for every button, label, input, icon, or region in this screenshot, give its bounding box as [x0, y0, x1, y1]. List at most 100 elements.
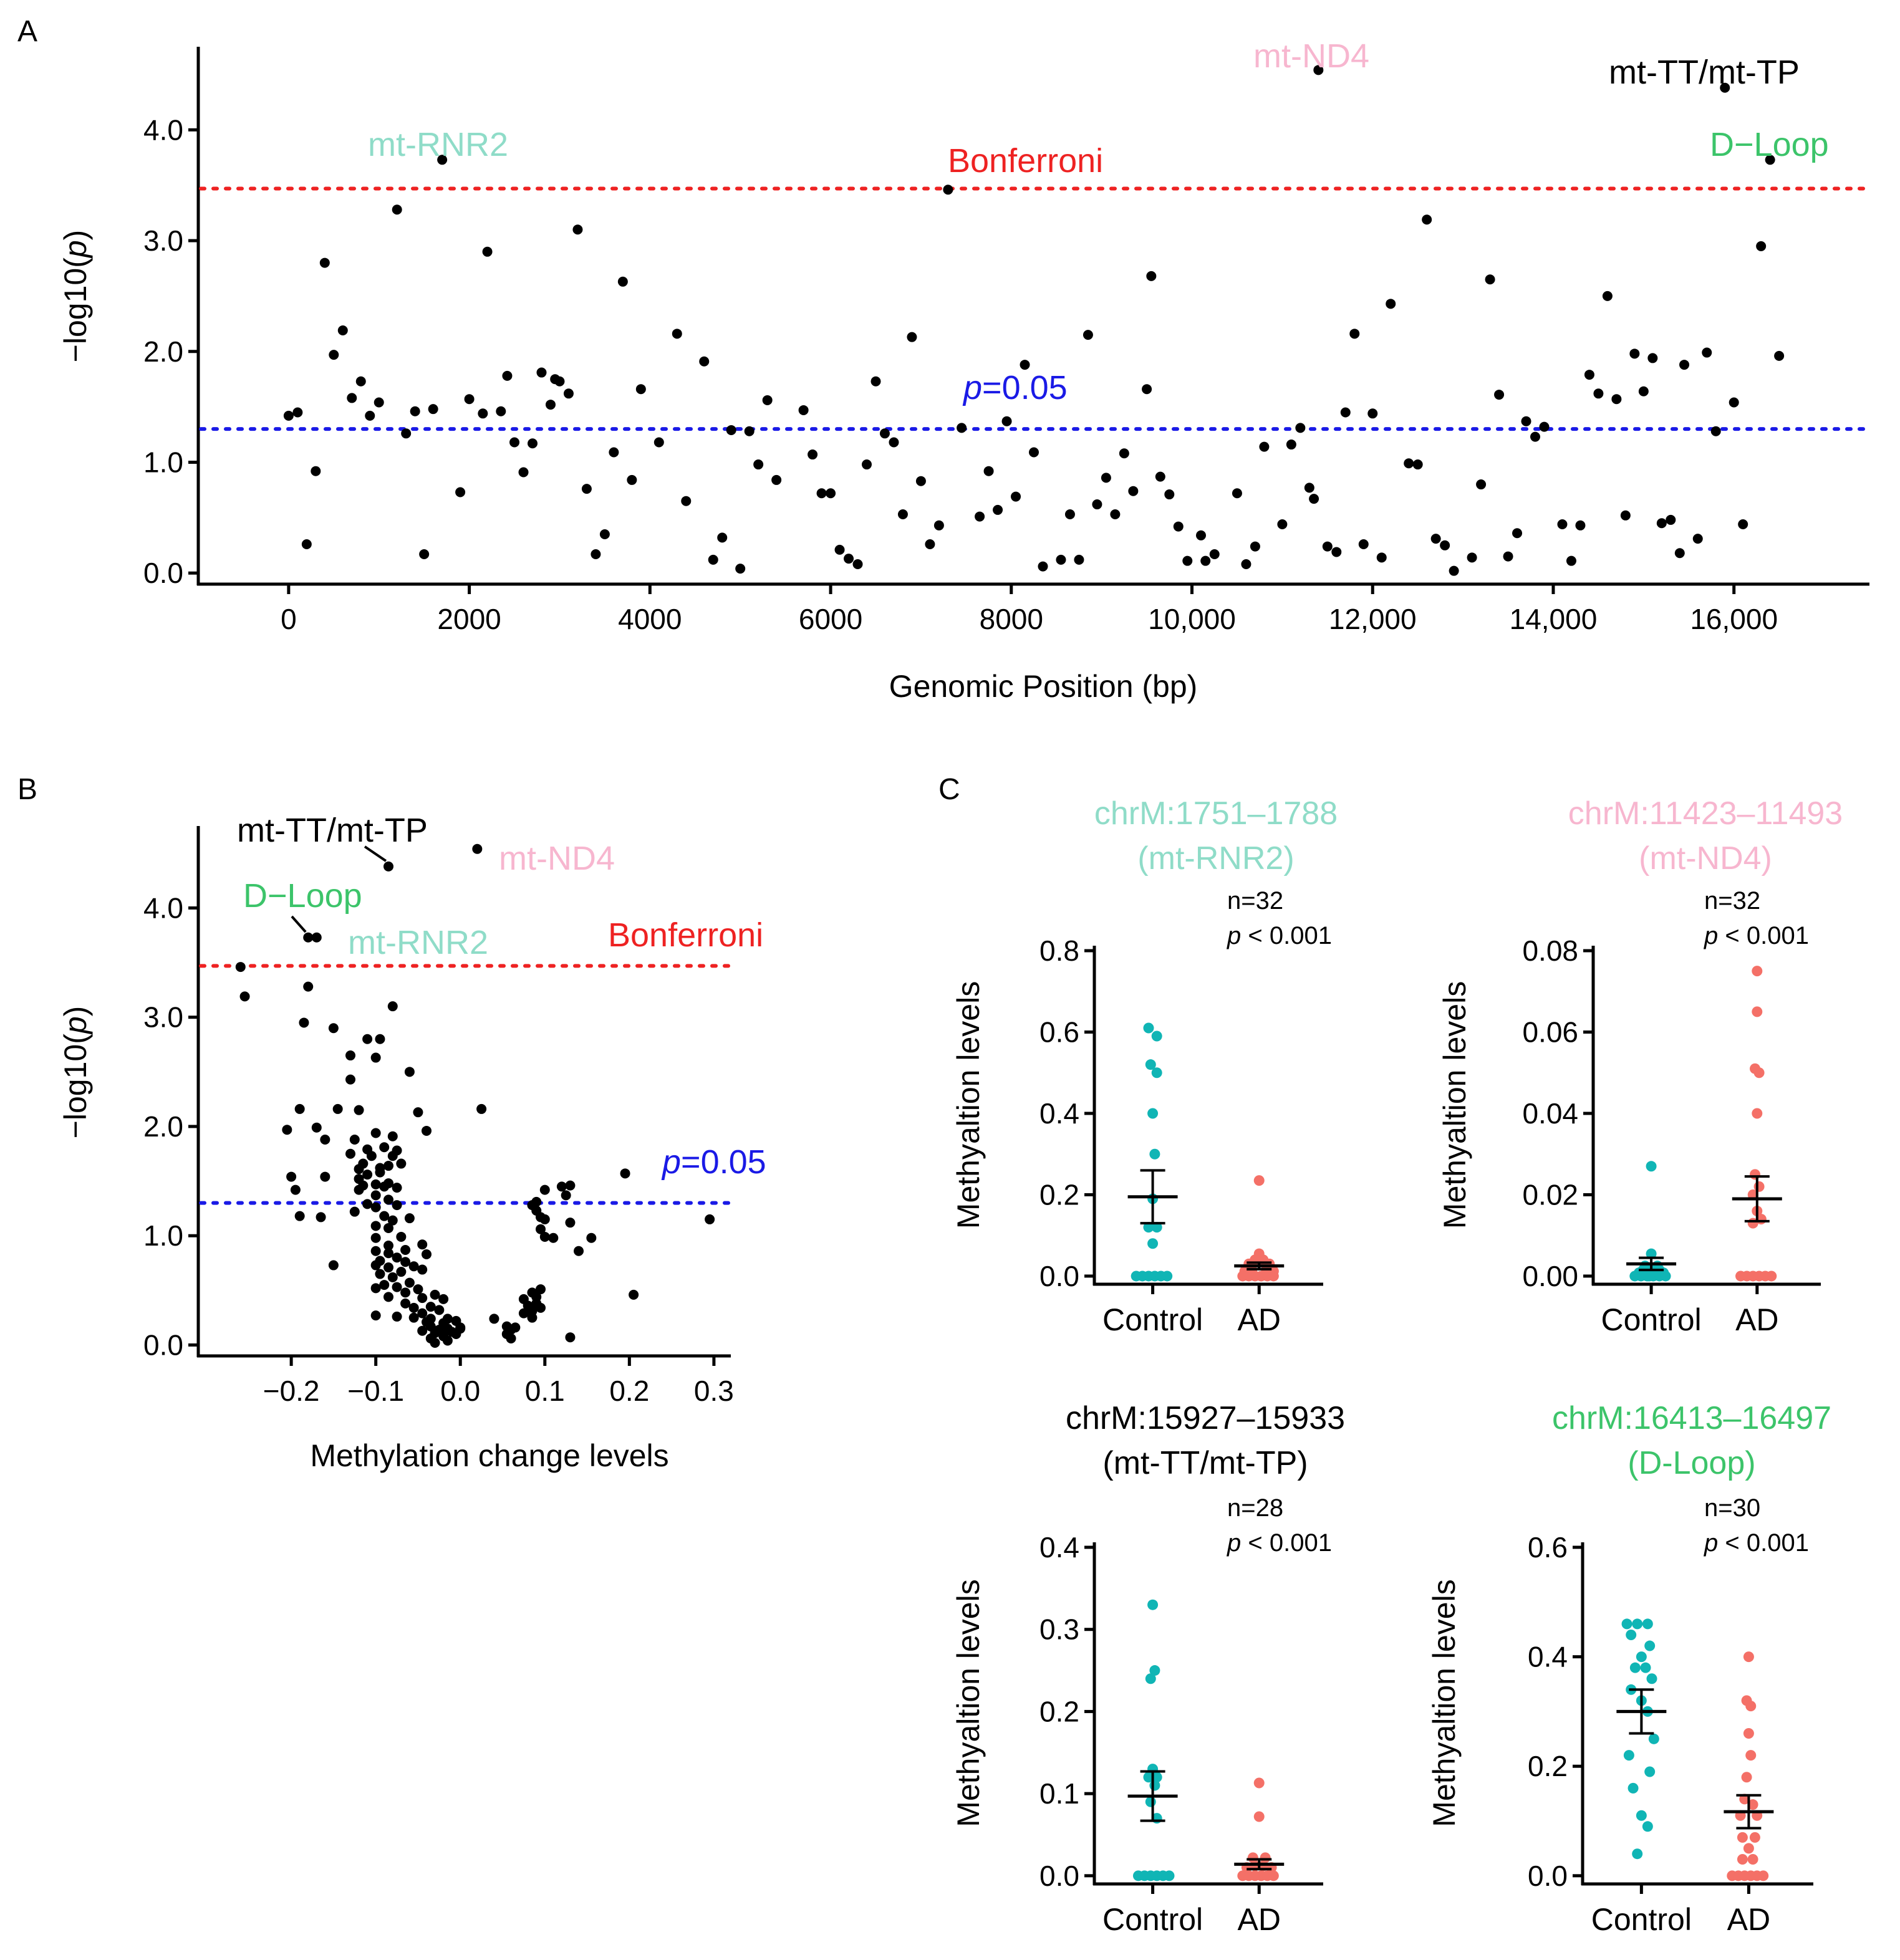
data-point [282, 1125, 292, 1135]
strip-point [1747, 1799, 1758, 1810]
strip-point [1253, 1175, 1265, 1186]
data-point [897, 509, 908, 520]
data-point [472, 843, 483, 854]
y-tick-label: 0.04 [1522, 1097, 1578, 1130]
data-point [320, 1134, 330, 1145]
data-point [518, 1308, 529, 1319]
p-value-label: p < 0.001 [1227, 1529, 1332, 1557]
gene-annotation: mt-ND4 [1253, 37, 1369, 75]
data-point [434, 1305, 445, 1315]
data-point [1485, 274, 1495, 285]
data-point [1530, 431, 1540, 442]
data-point [933, 520, 944, 531]
data-point [392, 1282, 402, 1292]
data-point [311, 466, 321, 476]
data-point [539, 1214, 550, 1224]
strip-point [1646, 1248, 1657, 1259]
panel-b-threshold-lines [199, 964, 730, 1205]
panel-a-points [283, 65, 1785, 576]
panel-a-axes: 0.0 1.0 2.0 3.0 4.0 0 2000 4000 6000 8000 10,000 12… [143, 47, 1869, 635]
data-point [1309, 494, 1319, 504]
data-point [311, 932, 322, 943]
data-point [370, 1202, 381, 1213]
data-point [355, 376, 366, 387]
panel-c-strip-mt-rnr2: chrM:1751–1788 (mt-RNR2) n=32 p < 0.001 0.0 0… [951, 795, 1338, 1337]
gene-annotation: mt-TT/mt-TP [237, 812, 428, 849]
y-tick-label: 1.0 [143, 1219, 183, 1252]
data-point [417, 1239, 428, 1250]
strip-point [1253, 1777, 1265, 1789]
data-point [1440, 540, 1450, 550]
data-point [627, 474, 637, 485]
data-point [362, 1034, 373, 1044]
gene-annotation: D−Loop [1710, 126, 1829, 163]
data-point [383, 1262, 393, 1273]
data-point [957, 423, 967, 433]
data-point [345, 1050, 355, 1061]
data-point [528, 438, 538, 449]
strip-point [1646, 1161, 1657, 1172]
data-point [419, 549, 430, 560]
data-point [404, 1067, 415, 1077]
data-point [798, 405, 809, 415]
data-point [438, 1294, 449, 1304]
strip-title: (mt-TT/mt-TP) [1102, 1445, 1308, 1481]
strip-title: chrM:1751–1788 [1094, 795, 1338, 832]
data-point [629, 1289, 639, 1300]
data-point [1064, 509, 1075, 520]
category-label: AD [1727, 1902, 1770, 1937]
panel-b-axes: 0.0 1.0 2.0 3.0 4.0 −0.2 −0.1 0.0 0.1 0.2 0.3 [143, 826, 734, 1407]
data-point [548, 1232, 559, 1243]
y-tick-label: 0.06 [1522, 1016, 1578, 1048]
data-point [235, 962, 246, 973]
panel-c-strip-d-loop: chrM:16413–16497 (D-Loop) n=30 p < 0.001 0.0… [1427, 1400, 1831, 1937]
data-point [404, 1277, 415, 1288]
data-point [1209, 549, 1220, 560]
data-point [1575, 520, 1586, 531]
strip-point [1626, 1629, 1637, 1640]
panel-letter-c: C [938, 773, 960, 806]
strip-point [1640, 1662, 1651, 1673]
data-point [1182, 555, 1193, 566]
strip-point [1745, 1701, 1757, 1712]
data-point [408, 1312, 419, 1323]
data-point [1074, 554, 1084, 565]
panel-a-x-axis-title: Genomic Position (bp) [889, 669, 1198, 704]
data-point [1620, 510, 1631, 521]
data-point [591, 549, 601, 560]
data-point [1774, 350, 1785, 361]
data-point [387, 1001, 398, 1012]
data-point [383, 1240, 393, 1251]
panel-letter-a: A [17, 15, 37, 48]
strip-point [1623, 1750, 1634, 1761]
data-point [1349, 329, 1360, 339]
strip-point [1268, 1271, 1279, 1282]
panel-b-y-axis-title: −log10(p) [58, 1006, 93, 1139]
data-point [283, 410, 294, 421]
strip-point [1621, 1618, 1632, 1630]
data-point [1196, 530, 1206, 540]
data-point [983, 466, 994, 476]
data-point [586, 1232, 597, 1243]
data-point [1692, 534, 1703, 544]
data-point [408, 1261, 419, 1272]
data-point [527, 1312, 538, 1323]
data-point [417, 1325, 428, 1336]
data-point [617, 276, 628, 287]
data-point [328, 1023, 339, 1034]
data-point [1164, 489, 1175, 500]
data-point [482, 246, 493, 257]
strip-point [1749, 1832, 1760, 1843]
strip-point [1644, 1766, 1656, 1777]
data-point [1376, 552, 1387, 563]
data-point [401, 428, 412, 439]
data-point [1295, 423, 1306, 433]
data-point [320, 1171, 330, 1182]
data-point [387, 1151, 398, 1161]
data-point [518, 1294, 529, 1304]
data-point [531, 1298, 542, 1309]
data-point [879, 428, 890, 439]
data-point [387, 1272, 398, 1282]
data-point [1679, 360, 1690, 370]
data-point [1647, 353, 1658, 363]
